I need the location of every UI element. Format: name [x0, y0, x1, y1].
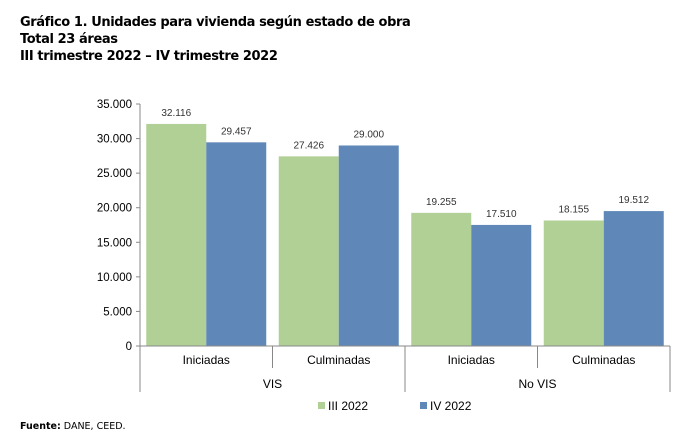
- y-tick-label: 15.000: [97, 237, 132, 249]
- y-tick-label: 5.000: [103, 306, 132, 318]
- bar: [146, 123, 207, 347]
- data-label: 32.116: [161, 108, 191, 119]
- y-tick-label: 25.000: [97, 168, 132, 180]
- source-label: Fuente:: [20, 421, 61, 432]
- bar: [206, 142, 267, 346]
- data-label: 27.426: [293, 140, 324, 151]
- data-label: 19.512: [618, 195, 649, 206]
- bar: [471, 224, 532, 346]
- bar: [603, 211, 664, 346]
- data-label: 17.510: [486, 209, 517, 220]
- data-label: 29.000: [353, 129, 384, 140]
- bar: [543, 220, 604, 346]
- title-line-3: III trimestre 2022 – IV trimestre 2022: [20, 49, 278, 64]
- title-line-2: Total 23 áreas: [20, 32, 118, 47]
- category-label: Iniciadas: [448, 353, 495, 367]
- bar: [278, 156, 339, 346]
- category-label: Iniciadas: [183, 353, 230, 367]
- data-label: 18.155: [558, 204, 589, 215]
- data-label: 19.255: [426, 197, 457, 208]
- source-note: Fuente: DANE, CEED.: [20, 421, 126, 432]
- y-tick-label: 30.000: [97, 134, 132, 146]
- bar: [411, 212, 472, 346]
- bar: [338, 145, 399, 346]
- category-label: Culminadas: [307, 353, 370, 367]
- legend-label: IV 2022: [430, 399, 472, 413]
- title-line-1: Gráfico 1. Unidades para vivienda según …: [20, 15, 411, 30]
- y-tick-label: 10.000: [97, 272, 132, 284]
- category-label: Culminadas: [572, 353, 635, 367]
- source-text: DANE, CEED.: [60, 421, 126, 432]
- group-label: VIS: [263, 377, 282, 391]
- legend-swatch: [318, 402, 325, 409]
- group-label: No VIS: [518, 377, 556, 391]
- y-tick-label: 0: [126, 341, 132, 353]
- chart-title: Gráfico 1. Unidades para vivienda según …: [20, 14, 411, 65]
- data-label: 29.457: [221, 126, 252, 137]
- legend-swatch: [420, 402, 427, 409]
- y-tick-label: 35.000: [97, 99, 132, 111]
- legend-label: III 2022: [328, 399, 368, 413]
- y-tick-label: 20.000: [97, 203, 132, 215]
